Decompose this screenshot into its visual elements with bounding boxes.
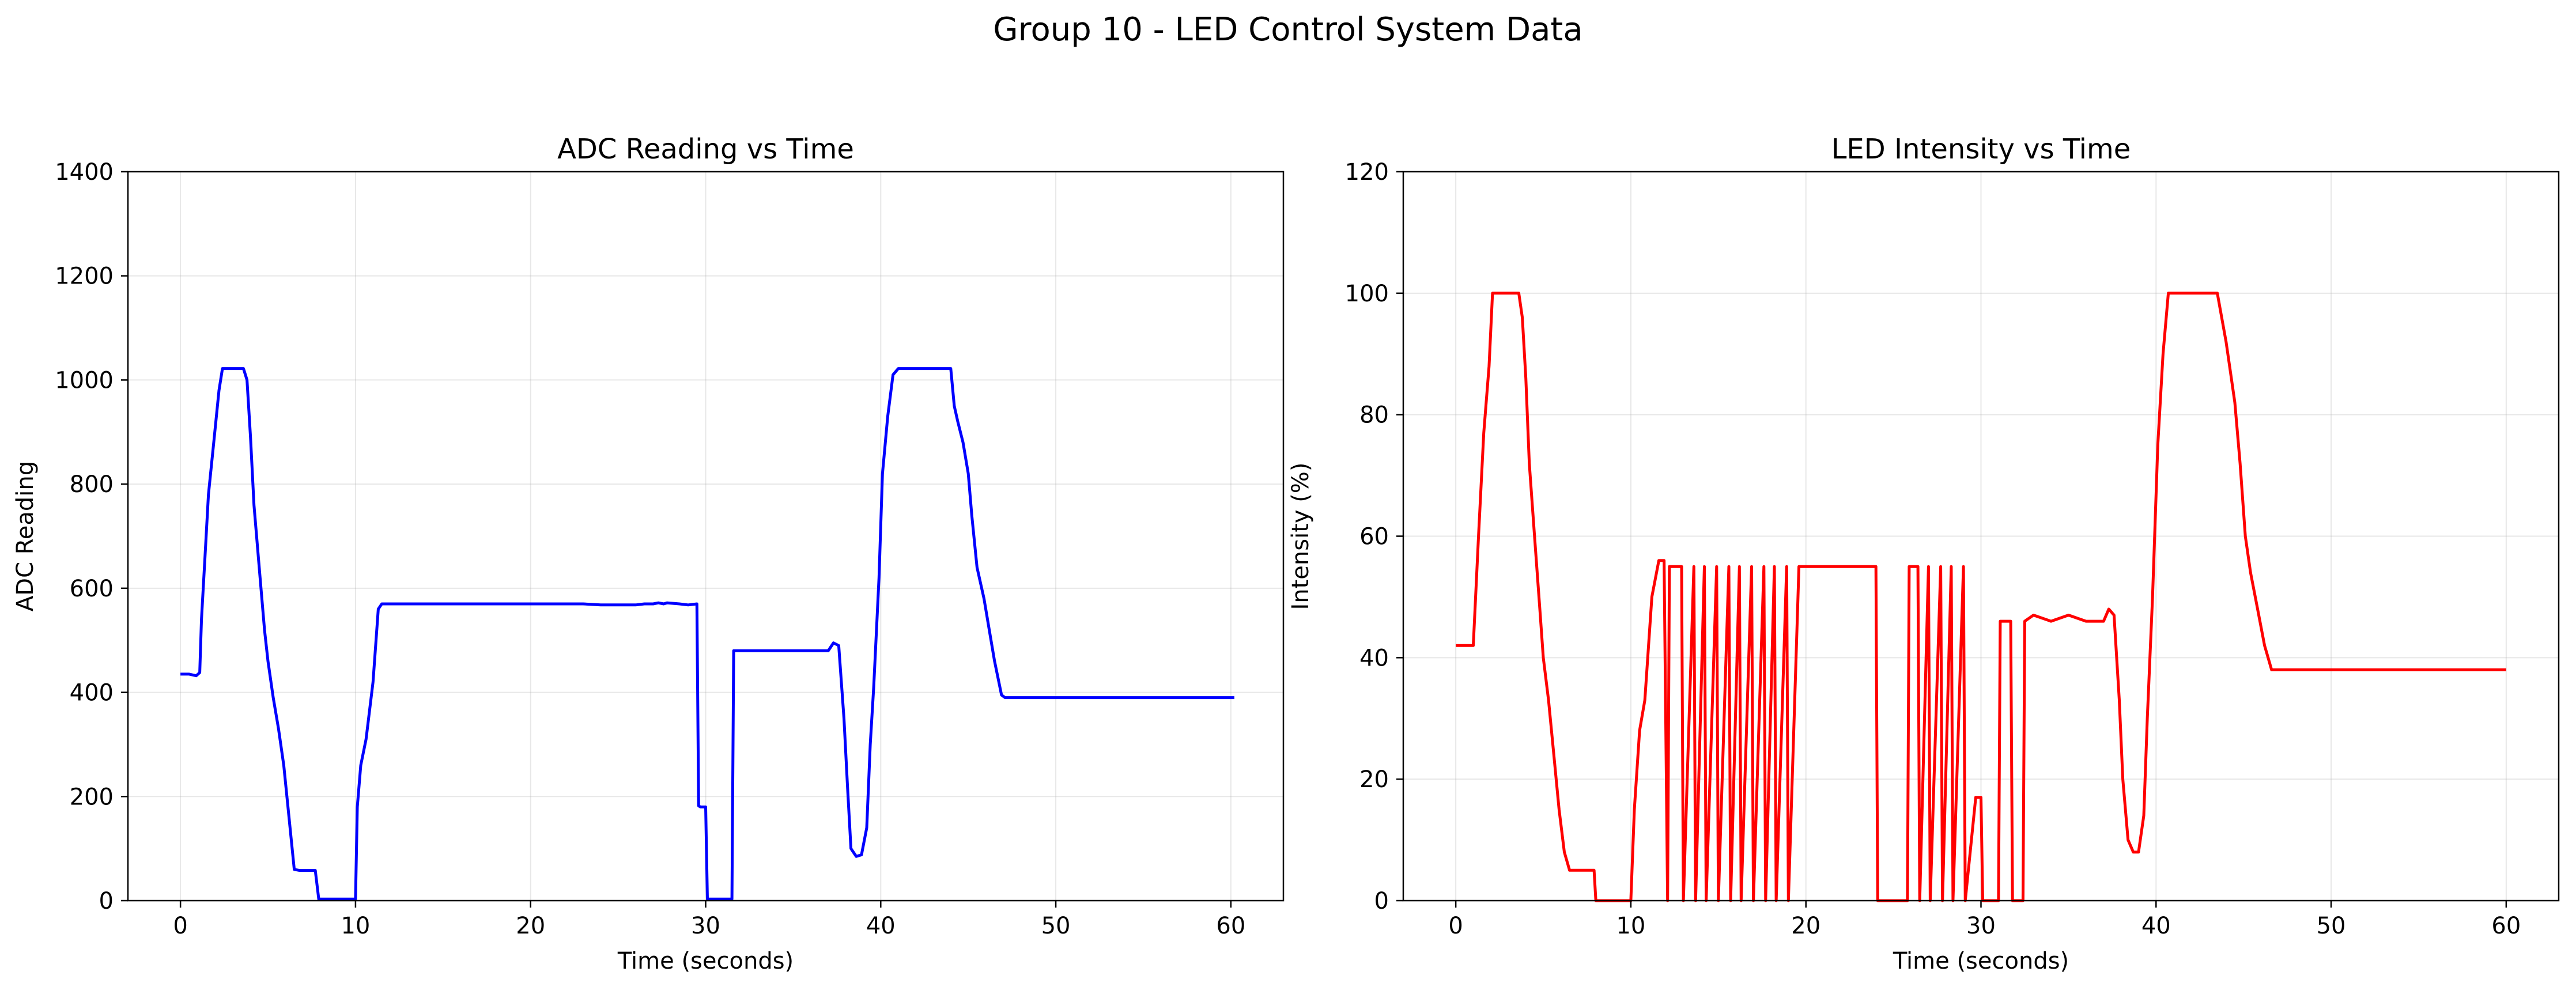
x-tick-label: 50 [1041, 913, 1071, 939]
x-tick-label: 10 [341, 913, 370, 939]
x-tick-label: 0 [1448, 913, 1463, 939]
x-tick-label: 40 [866, 913, 896, 939]
x-tick-label: 30 [691, 913, 720, 939]
x-tick-label: 30 [1966, 913, 1996, 939]
y-tick-label: 1000 [55, 367, 114, 394]
y-tick-label: 0 [1374, 888, 1389, 914]
x-tick-label: 20 [516, 913, 545, 939]
y-tick-label: 40 [1359, 645, 1389, 671]
chart-title: ADC Reading vs Time [557, 133, 854, 165]
y-tick-label: 1400 [55, 159, 114, 186]
series-line [180, 367, 1234, 901]
y-tick-label: 120 [1345, 159, 1389, 186]
x-tick-label: 0 [173, 913, 187, 939]
y-tick-label: 100 [1345, 281, 1389, 307]
y-tick-label: 600 [70, 576, 114, 602]
chart-title: LED Intensity vs Time [1831, 133, 2131, 165]
y-tick-label: 1200 [55, 263, 114, 290]
x-tick-label: 60 [2491, 913, 2521, 939]
x-tick-label: 20 [1791, 913, 1820, 939]
series-line [1456, 292, 2506, 902]
figure-title: Group 10 - LED Control System Data [993, 11, 1582, 48]
chart-1: 0 10 20 30 40 50 600200400600800100012001400AD… [12, 133, 1285, 974]
y-axis-label: ADC Reading [12, 461, 39, 611]
y-tick-label: 20 [1359, 766, 1389, 793]
y-tick-label: 200 [70, 784, 114, 810]
x-tick-label: 40 [2141, 913, 2171, 939]
y-tick-label: 60 [1359, 524, 1389, 550]
y-tick-label: 0 [99, 888, 114, 914]
x-axis-label: Time (seconds) [617, 948, 794, 974]
y-tick-label: 80 [1359, 402, 1389, 429]
plots: 0 10 20 30 40 50 600200400600800100012001400AD… [12, 133, 2560, 974]
chart-2: 0 10 20 30 40 50 60 0 20 40 60 80 100 120 LED Intensit… [1287, 133, 2560, 974]
x-tick-label: 60 [1216, 913, 1245, 939]
x-tick-label: 10 [1616, 913, 1645, 939]
x-tick-label: 50 [2317, 913, 2346, 939]
y-tick-label: 800 [70, 471, 114, 498]
x-axis-label: Time (seconds) [1893, 948, 2069, 974]
y-axis-label: Intensity (%) [1287, 462, 1314, 610]
y-tick-label: 400 [70, 680, 114, 706]
